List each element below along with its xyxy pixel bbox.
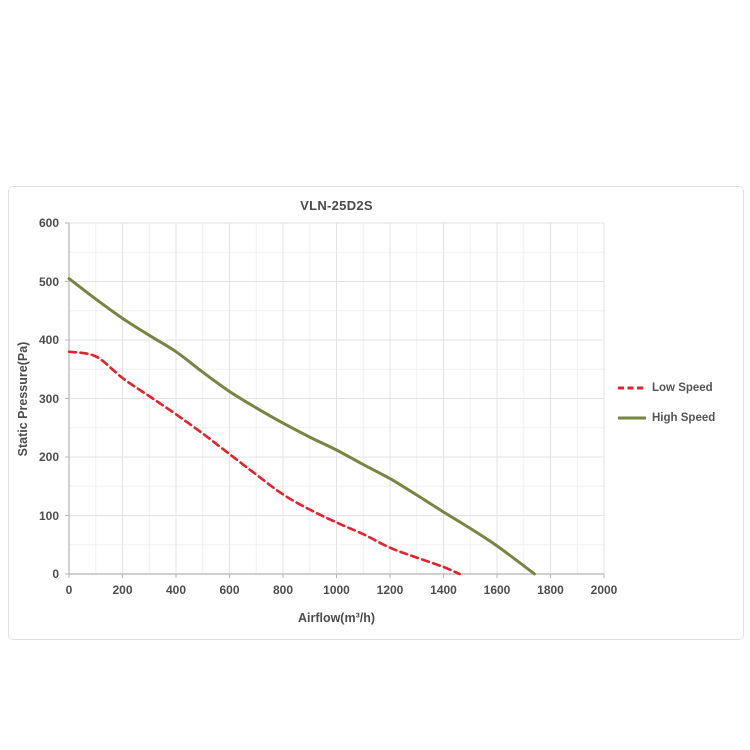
- y-tick-label: 300: [38, 391, 59, 406]
- x-tick-label: 1000: [323, 583, 350, 597]
- x-axis-title: Airflow(m³/h): [297, 611, 376, 625]
- y-tick-label: 200: [38, 450, 59, 464]
- x-tick-label: 1800: [537, 583, 564, 597]
- high-speed-line-icon: [618, 416, 646, 420]
- y-tick-label: 100: [38, 508, 59, 523]
- y-tick-label: 0: [52, 567, 59, 581]
- x-tick-label: 2000: [590, 583, 618, 597]
- x-tick-label: 1600: [483, 583, 511, 597]
- x-tick-label: 600: [219, 583, 240, 597]
- y-tick-label: 400: [38, 333, 59, 347]
- high-speed-curve: [67, 277, 536, 576]
- y-tick-label: 500: [38, 274, 59, 289]
- chart-canvas: [65, 222, 605, 578]
- x-tick-label: 800: [272, 583, 294, 597]
- x-tick-label: 400: [165, 583, 187, 597]
- chart-panel: VLN-25D2S Static Pressure(Pa) Airflow(m³…: [8, 186, 744, 640]
- x-tick-label: 1200: [376, 583, 404, 597]
- legend-label-low-speed: Low Speed: [652, 382, 713, 394]
- y-tick-label: 600: [38, 216, 59, 230]
- legend-item-high-speed: High Speed: [617, 410, 715, 426]
- x-tick-label: 200: [112, 583, 133, 597]
- legend: Low Speed High Speed: [617, 380, 715, 440]
- x-tick-label: 0: [65, 583, 73, 597]
- low-speed-line-icon: [618, 386, 646, 390]
- legend-label-high-speed: High Speed: [652, 412, 716, 424]
- low-speed-curve: [67, 350, 461, 576]
- x-tick-label: 1400: [430, 583, 457, 597]
- legend-item-low-speed: Low Speed: [617, 380, 715, 396]
- chart-title: VLN-25D2S: [300, 198, 373, 213]
